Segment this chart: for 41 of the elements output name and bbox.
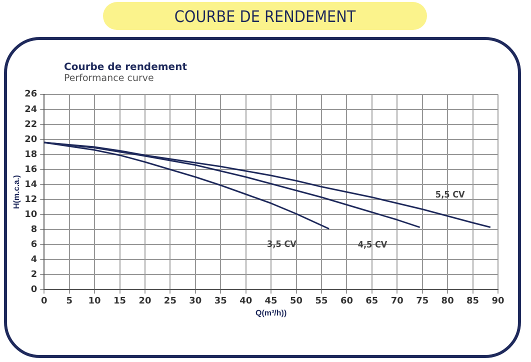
chart-subtitle: Courbe de rendement [64, 62, 187, 73]
y-tick-label: 24 [24, 104, 38, 115]
y-axis-title: H(m.c.a.) [12, 174, 22, 209]
y-tick-label: 8 [30, 224, 38, 235]
y-tick-label: 26 [24, 90, 38, 100]
x-tick-label: 10 [88, 296, 101, 306]
series-label: 5,5 CV [435, 190, 466, 201]
chart-title: COURBE DE RENDEMENT [103, 2, 427, 30]
y-tick-label: 2 [30, 270, 38, 280]
x-tick-label: 50 [290, 296, 303, 306]
x-tick-label: 15 [114, 296, 126, 306]
y-tick-label: 10 [24, 210, 38, 220]
y-tick-label: 20 [24, 134, 38, 145]
y-tick-label: 6 [30, 240, 38, 250]
y-tick-label: 0 [30, 284, 38, 295]
y-tick-label: 22 [24, 120, 38, 130]
x-tick-label: 25 [164, 296, 176, 306]
x-tick-label: 90 [492, 296, 504, 306]
x-tick-label: 35 [214, 296, 227, 306]
x-tick-label: 30 [189, 296, 202, 306]
x-tick-label: 40 [240, 296, 252, 306]
x-tick-label: 85 [466, 296, 480, 306]
text: Performance curve [64, 73, 155, 84]
y-tick-label: 4 [30, 254, 38, 265]
x-tick-label: 0 [40, 296, 48, 306]
x-tick-label: 45 [264, 296, 278, 306]
x-tick-label: 80 [441, 296, 454, 306]
text: 4,5 CV [358, 240, 388, 251]
x-tick-label: 5 [66, 296, 72, 306]
x-tick-label: 60 [340, 296, 353, 306]
x-tick-label: 55 [315, 296, 328, 306]
y-tick-label: 12 [24, 194, 38, 205]
x-tick-label: 75 [416, 296, 429, 306]
x-tick-label: 65 [366, 296, 378, 306]
y-tick-label: 18 [24, 150, 38, 160]
x-tick-label: 70 [390, 296, 404, 306]
y-tick-label: 16 [24, 164, 38, 175]
x-axis-title: Q(m³/h)) [256, 308, 287, 318]
y-tick-label: 14 [24, 180, 38, 190]
x-tick-label: 20 [138, 296, 152, 306]
text: 3,5 CV [267, 240, 298, 250]
